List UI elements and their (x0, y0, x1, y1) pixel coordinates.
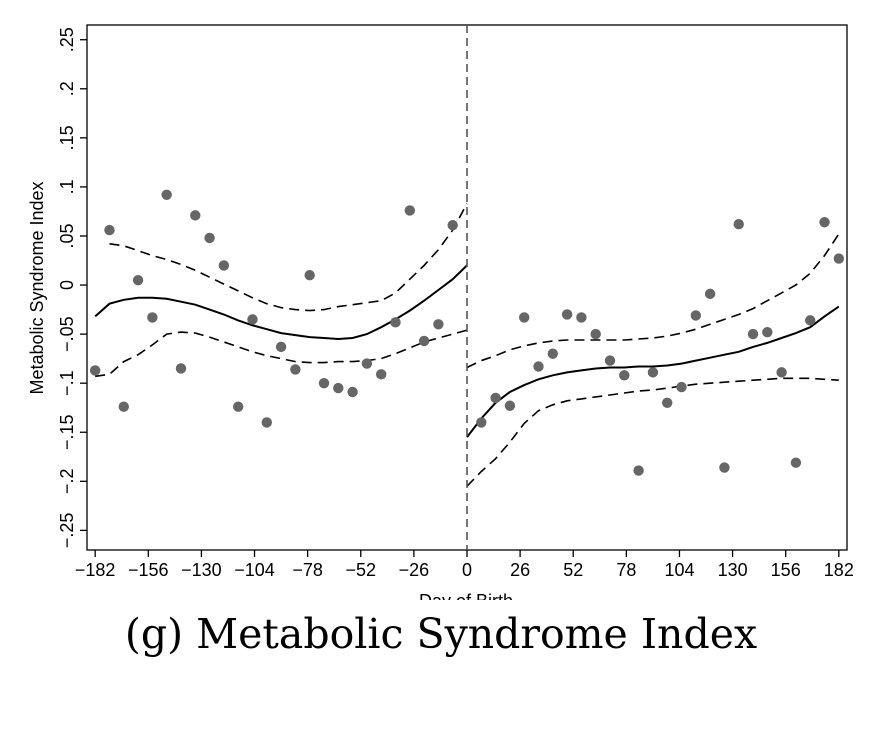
data-point (490, 392, 501, 404)
x-tick-label: −156 (128, 560, 169, 580)
x-axis-label: Day of Birth (419, 591, 513, 600)
data-points (89, 189, 845, 476)
data-point (261, 417, 272, 428)
data-point (104, 224, 115, 236)
fitted-line (94, 264, 468, 341)
ci-upper-line (466, 233, 840, 369)
data-point (704, 288, 716, 300)
data-point (89, 365, 101, 376)
data-point (190, 210, 201, 221)
data-point (418, 335, 430, 347)
data-point (318, 377, 330, 389)
x-tick-label: 52 (563, 560, 583, 580)
data-point (361, 358, 373, 369)
data-point (619, 370, 630, 381)
data-point (733, 219, 744, 230)
data-point (147, 312, 158, 323)
data-point (161, 189, 172, 200)
data-point (504, 400, 516, 411)
y-tick-label: −.05 (57, 316, 77, 352)
data-point (604, 355, 616, 366)
data-point (719, 462, 730, 473)
data-point (218, 260, 230, 271)
data-point (633, 465, 644, 476)
fitted-line (466, 305, 840, 438)
y-tick-label: .2 (57, 81, 77, 96)
x-tick-label: −26 (399, 560, 430, 580)
y-tick-label: −.25 (57, 513, 77, 549)
data-point (375, 369, 387, 380)
data-point (247, 314, 258, 325)
x-tick-label: −182 (75, 560, 116, 580)
data-point (404, 205, 415, 216)
data-point (118, 401, 129, 412)
data-point (647, 367, 659, 378)
fit-lines (94, 203, 840, 487)
x-tick-label: −78 (292, 560, 323, 580)
data-point (790, 457, 802, 468)
data-point (819, 217, 830, 228)
data-point (676, 381, 687, 393)
y-tick-label: .15 (57, 125, 77, 150)
data-point (390, 317, 401, 328)
y-tick-label: −.2 (57, 469, 77, 495)
figure-caption: (g) Metabolic Syndrome Index (124, 610, 758, 658)
ci-upper-line (109, 203, 468, 312)
y-axis: −.25 −.2 −.15 −.1 −.05 0 .05 .1 .15 .2 .25 (57, 27, 87, 548)
y-axis-label: Metabolic Syndrome Index (27, 181, 47, 394)
data-point (662, 397, 673, 409)
y-tick-label: 0 (57, 280, 77, 290)
data-point (533, 361, 544, 372)
x-tick-label: 104 (664, 560, 694, 580)
x-tick-label: −130 (181, 560, 222, 580)
x-tick-label: 78 (616, 560, 636, 580)
data-point (290, 364, 301, 375)
data-point (747, 328, 759, 340)
rd-scatter-chart: −.25 −.2 −.15 −.1 −.05 0 .05 .1 .15 .2 .25 −182 −15… (27, 24, 854, 600)
data-point (132, 274, 144, 286)
data-point (304, 270, 315, 281)
data-point (275, 341, 287, 353)
data-point (447, 219, 458, 231)
data-point (561, 309, 573, 320)
y-tick-label: .05 (57, 223, 77, 248)
ci-lower-line (95, 329, 468, 378)
data-point (805, 315, 816, 326)
data-point (776, 367, 787, 378)
x-tick-label: 156 (771, 560, 801, 580)
y-tick-label: −.1 (57, 370, 77, 396)
data-point (347, 386, 358, 398)
y-tick-label: .1 (57, 179, 77, 194)
data-point (175, 363, 187, 374)
data-point (204, 232, 215, 244)
y-tick-label: −.15 (57, 414, 77, 450)
data-point (519, 312, 530, 323)
data-point (476, 417, 487, 428)
x-tick-label: 26 (510, 560, 530, 580)
data-point (547, 348, 559, 359)
x-tick-label: −52 (345, 560, 376, 580)
data-point (833, 253, 845, 264)
data-point (590, 328, 601, 340)
x-tick-label: −104 (234, 560, 275, 580)
data-point (762, 326, 773, 338)
data-point (232, 401, 244, 412)
data-point (576, 312, 587, 323)
y-tick-label: .25 (57, 27, 77, 52)
data-point (690, 310, 702, 321)
x-tick-label: 130 (718, 560, 748, 580)
x-tick-label: 182 (824, 560, 854, 580)
ci-lower-line (466, 377, 839, 487)
x-tick-label: 0 (462, 560, 472, 580)
x-axis: −182 −156 −130 −104 −78 −52 −26 0 26 52 78 104 130 15… (75, 550, 854, 580)
data-point (433, 319, 444, 330)
data-point (333, 382, 344, 394)
